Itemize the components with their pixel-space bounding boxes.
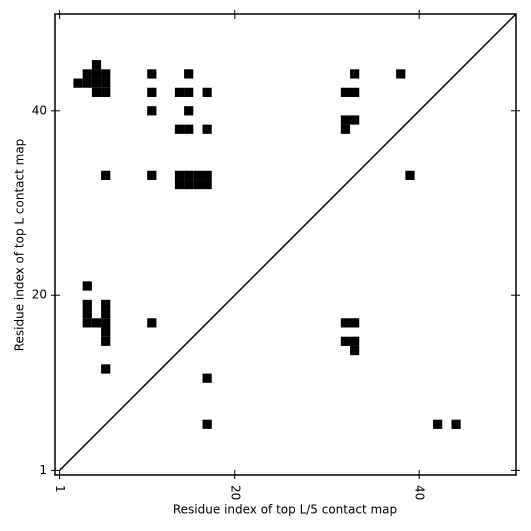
y-tick-label: 40 (32, 103, 47, 117)
contact-cell (184, 69, 194, 79)
contact-cell (202, 170, 212, 180)
contact-cell (147, 87, 157, 97)
contact-cell (147, 69, 157, 79)
contact-cell (193, 170, 203, 180)
contact-cell (184, 124, 194, 134)
diagonal-line (59, 13, 517, 471)
contact-cell (350, 87, 360, 97)
contact-cell (101, 318, 111, 328)
y-axis-label: Residue index of top L contact map (13, 139, 27, 352)
contact-cell (101, 87, 111, 97)
contact-cell (184, 170, 194, 180)
y-tick-label: 20 (32, 288, 47, 302)
x-axis-label: Residue index of top L/5 contact map (173, 503, 397, 517)
contact-cell (82, 78, 92, 88)
contact-cell (202, 179, 212, 190)
contact-cell (202, 87, 212, 97)
contact-cell (193, 179, 203, 190)
contact-cell (340, 124, 351, 134)
contact-cell (73, 78, 83, 88)
contact-cell (82, 299, 92, 310)
contact-cell (91, 78, 102, 88)
contact-cell (350, 318, 360, 328)
y-tick-label: 1 (39, 463, 47, 477)
contact-cell (101, 336, 111, 346)
contact-cell (174, 87, 185, 97)
contact-cell (350, 115, 360, 125)
contact-cell (350, 69, 360, 79)
contact-cell (147, 106, 157, 116)
contact-cell (340, 115, 351, 125)
plot-frame (54, 13, 517, 476)
contact-cell (340, 336, 351, 346)
contact-cell (91, 69, 102, 79)
contact-cell (350, 345, 360, 356)
contact-cell (350, 336, 360, 346)
contact-cell (147, 170, 157, 180)
contact-cell (174, 124, 185, 134)
contact-cell (82, 318, 92, 328)
contact-cell (101, 364, 111, 374)
contact-cell (405, 170, 415, 180)
contact-cell (451, 419, 461, 429)
contact-cell (82, 309, 92, 319)
contact-cell (82, 281, 92, 291)
contact-cell (202, 124, 212, 134)
contact-cell (433, 419, 443, 429)
contact-cell (340, 87, 351, 97)
contact-cell (101, 78, 111, 88)
contact-cell (174, 179, 185, 190)
contact-cell (184, 179, 194, 190)
contact-cell (101, 327, 111, 337)
contact-cell (184, 106, 194, 116)
contact-cell (202, 373, 212, 383)
contact-cell (340, 318, 351, 328)
contact-cell (101, 299, 111, 310)
x-tick-label: 20 (228, 485, 242, 500)
contact-cell (174, 170, 185, 180)
contact-cell (184, 87, 194, 97)
x-tick-label: 40 (413, 485, 427, 500)
contact-cell (91, 318, 102, 328)
x-tick-label: 1 (53, 485, 67, 493)
contact-cell (202, 419, 212, 429)
contact-cell (91, 87, 102, 97)
contact-cell (82, 69, 92, 79)
contact-cell (101, 309, 111, 319)
contact-cell (147, 318, 157, 328)
contact-cell (101, 170, 111, 180)
contact-cell (101, 69, 111, 79)
contact-cell (396, 69, 406, 79)
contact-cell (91, 60, 102, 70)
